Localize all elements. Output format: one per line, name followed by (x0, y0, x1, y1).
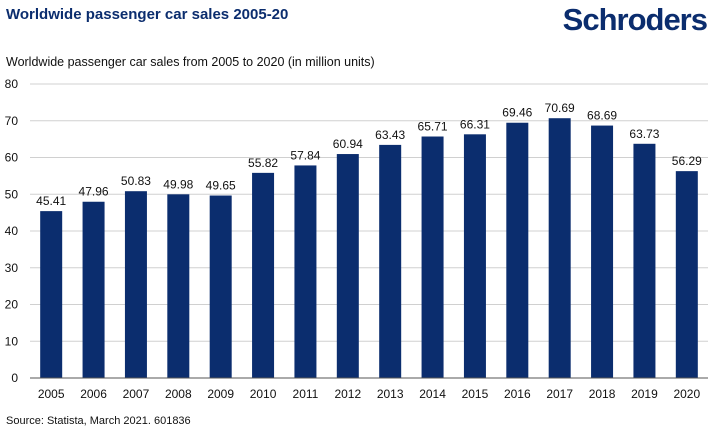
bar (209, 195, 232, 378)
bar (167, 194, 190, 378)
bar (675, 171, 698, 378)
bar (82, 201, 105, 378)
y-tick-label: 70 (5, 114, 19, 128)
data-label: 50.83 (121, 174, 151, 188)
x-tick-label: 2006 (80, 387, 107, 401)
data-label: 45.41 (36, 194, 66, 208)
x-tick-label: 2007 (123, 387, 150, 401)
bar (294, 165, 317, 378)
x-tick-label: 2019 (631, 387, 658, 401)
data-label: 66.31 (460, 117, 490, 131)
bar (421, 136, 444, 378)
bar (379, 144, 402, 378)
bar-chart: 0 10 20 30 40 50 60 70 80 45.41 47.96 50.83 49.98 49… (5, 77, 708, 401)
x-tick-label: 2016 (504, 387, 531, 401)
data-label: 70.69 (545, 101, 575, 115)
y-tick-label: 50 (5, 187, 19, 201)
y-tick-label: 10 (5, 334, 19, 348)
bar (506, 122, 529, 378)
data-label: 63.73 (629, 127, 659, 141)
x-tick-label: 2008 (165, 387, 192, 401)
x-tick-label: 2005 (38, 387, 65, 401)
x-tick-label: 2012 (334, 387, 361, 401)
x-tick-label: 2014 (419, 387, 446, 401)
y-tick-label: 30 (5, 261, 19, 275)
data-label: 65.71 (418, 120, 448, 134)
y-tick-label: 60 (5, 151, 19, 165)
bar (548, 118, 571, 379)
y-axis-ticks: 0 10 20 30 40 50 60 70 80 (5, 77, 19, 385)
x-tick-label: 2009 (207, 387, 234, 401)
x-axis-ticks: 2005 2006 2007 2008 2009 2010 2011 2012 2013 2014… (38, 387, 701, 401)
chart-subtitle: Worldwide passenger car sales from 2005 … (6, 55, 375, 69)
x-tick-label: 2010 (250, 387, 277, 401)
x-tick-label: 2015 (462, 387, 489, 401)
data-label: 63.43 (375, 128, 405, 142)
data-labels: 45.41 47.96 50.83 49.98 49.65 55.82 57.84 60.94… (36, 101, 702, 208)
bar (633, 143, 656, 378)
y-tick-label: 0 (11, 371, 18, 385)
bar (336, 154, 359, 378)
data-label: 69.46 (502, 106, 532, 120)
y-tick-label: 20 (5, 298, 19, 312)
x-tick-label: 2013 (377, 387, 404, 401)
source-note: Source: Statista, March 2021. 601836 (6, 415, 191, 427)
y-tick-label: 80 (5, 77, 19, 91)
data-label: 57.84 (290, 148, 320, 162)
x-tick-label: 2011 (293, 387, 319, 401)
data-label: 47.96 (79, 185, 109, 199)
chart-title: Worldwide passenger car sales 2005-20 (6, 6, 289, 23)
bar (463, 134, 486, 378)
y-tick-label: 40 (5, 224, 19, 238)
x-tick-label: 2017 (546, 387, 573, 401)
bar (591, 125, 614, 379)
bar (124, 191, 147, 378)
x-tick-label: 2020 (673, 387, 700, 401)
bar (40, 211, 63, 378)
bar (252, 172, 275, 378)
data-label: 60.94 (333, 137, 363, 151)
data-label: 49.98 (163, 177, 193, 191)
data-label: 56.29 (672, 154, 702, 168)
data-label: 68.69 (587, 109, 617, 123)
schroders-logo: Schroders (562, 2, 708, 37)
data-label: 55.82 (248, 156, 278, 170)
data-label: 49.65 (206, 179, 236, 193)
x-tick-label: 2018 (589, 387, 616, 401)
bars (40, 118, 698, 379)
